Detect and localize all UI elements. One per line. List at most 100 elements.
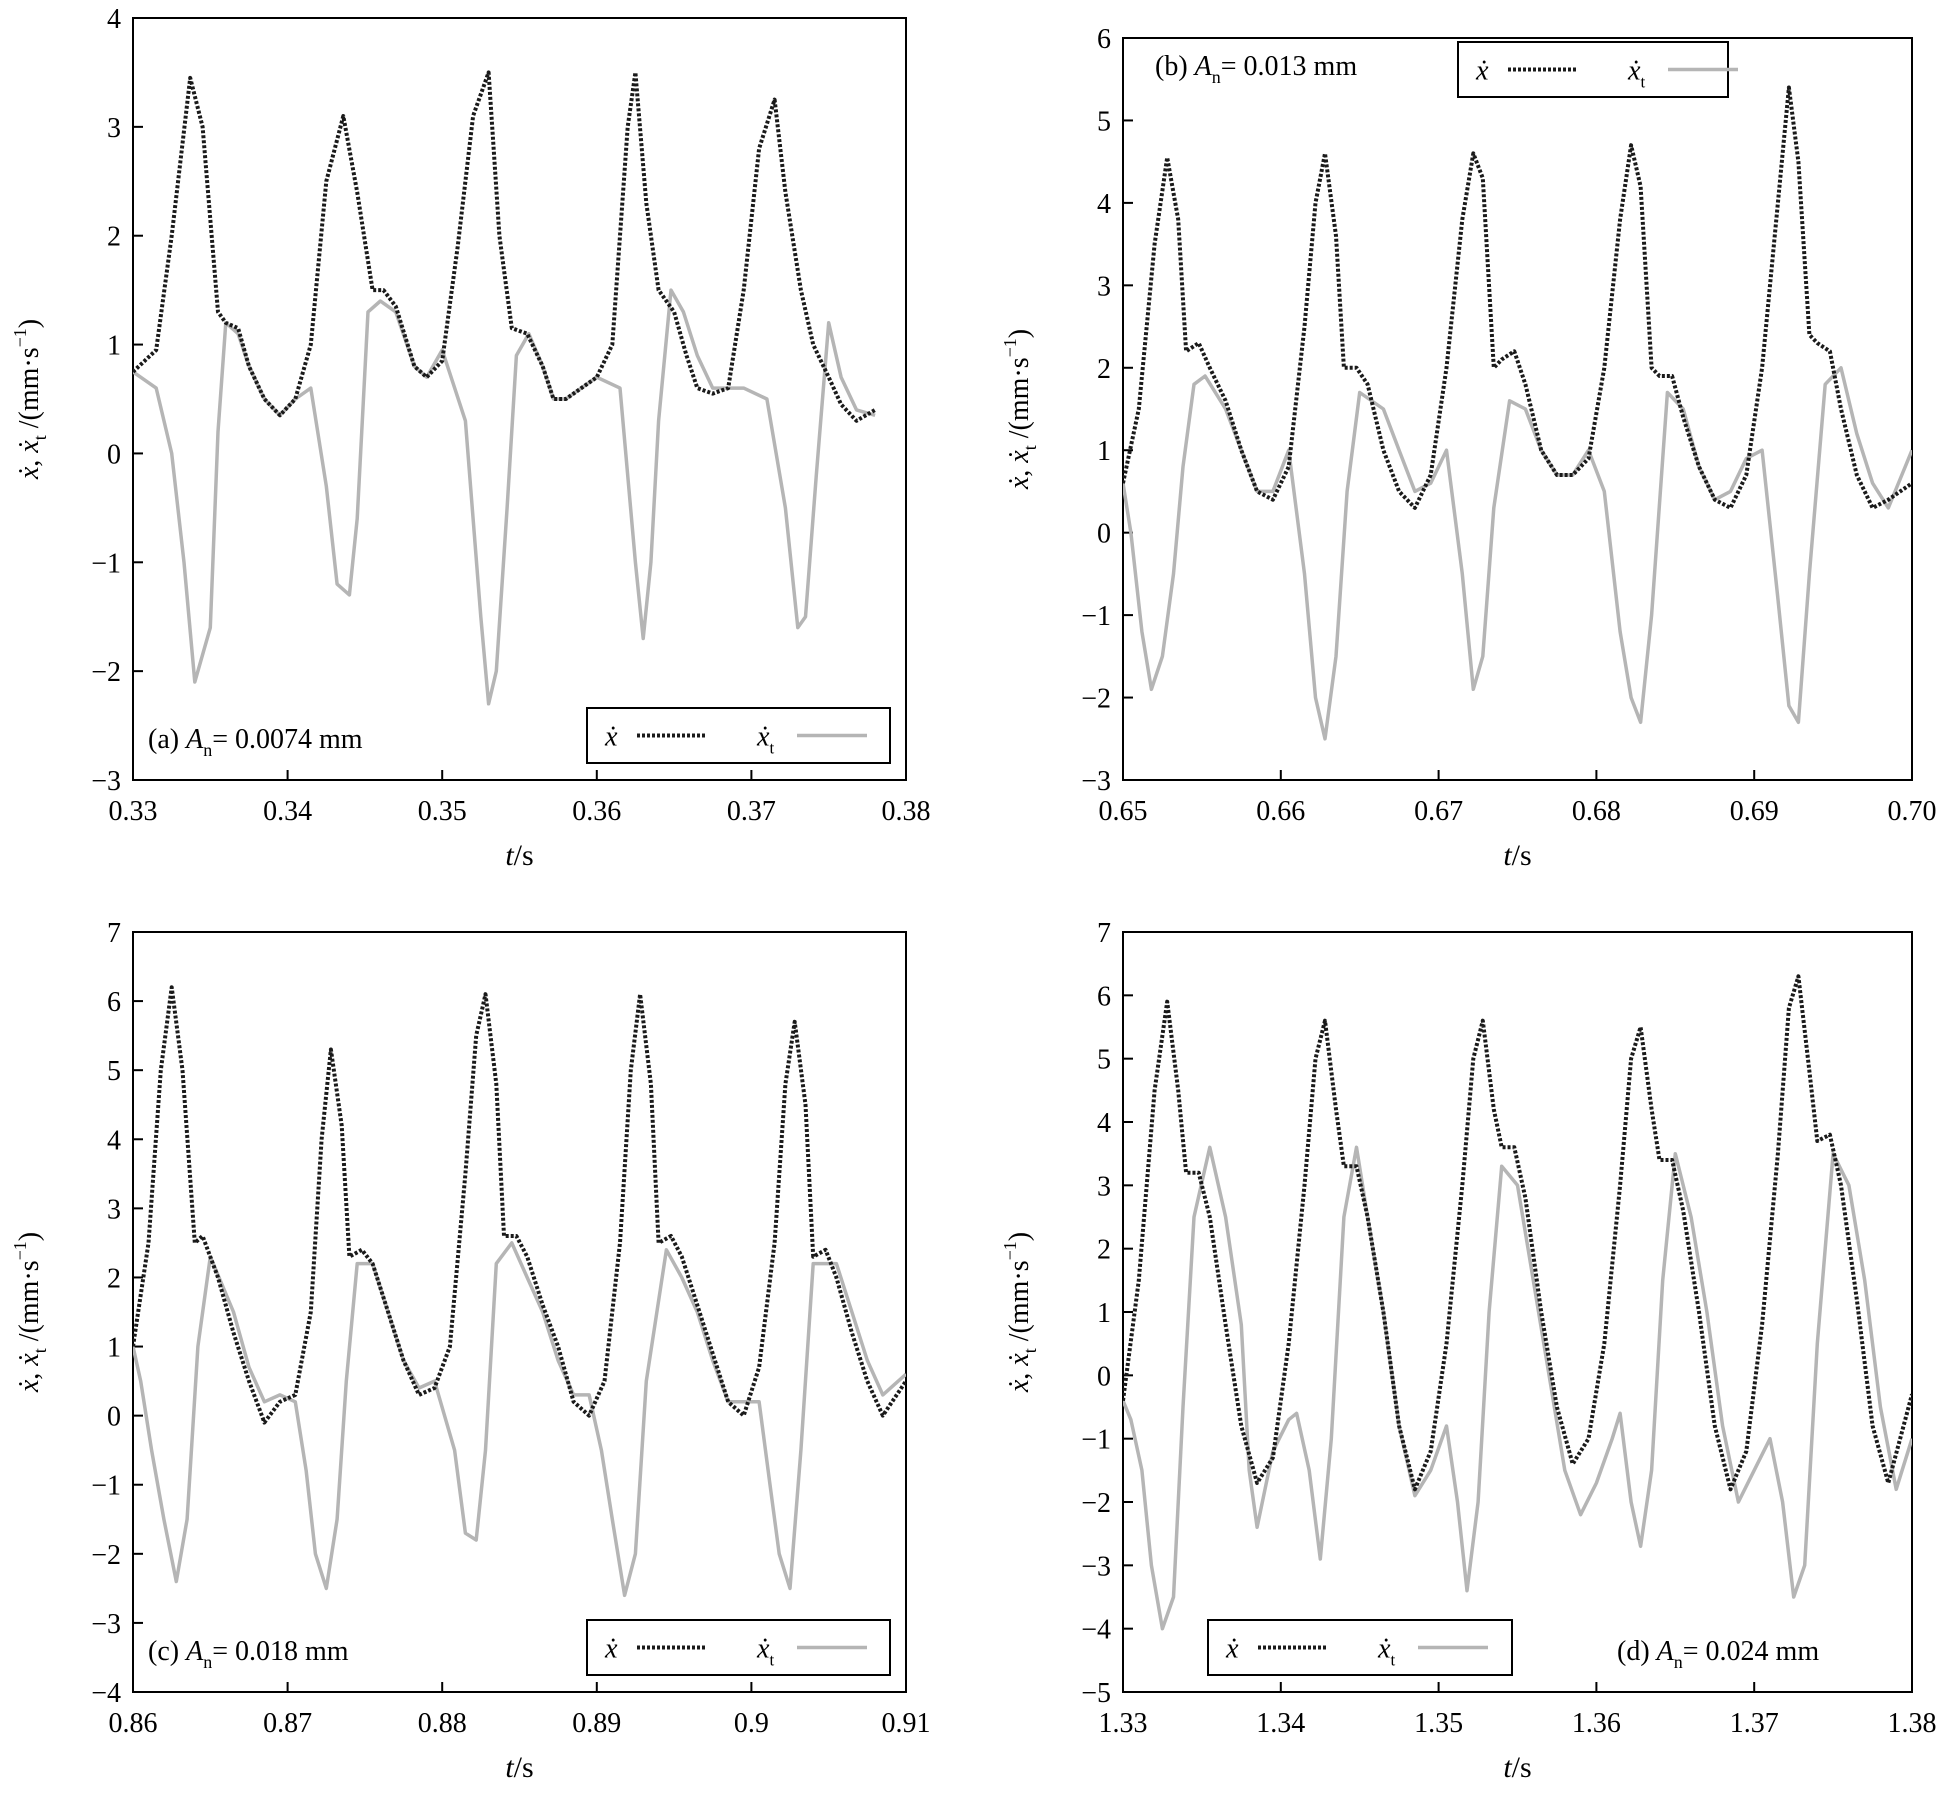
x-tick-label: 0.86 [109, 1708, 158, 1739]
x-tick-label: 0.35 [418, 796, 467, 827]
x-tick-label: 1.37 [1730, 1708, 1779, 1739]
legend-label-xdot: ẋ [1475, 56, 1489, 87]
y-tick-label: 0 [1097, 519, 1111, 550]
x-tick-label: 0.89 [572, 1708, 621, 1739]
legend: ẋ ẋt [586, 1619, 891, 1676]
x-axis-label: t/s [1503, 1751, 1531, 1784]
y-tick-label: 6 [107, 987, 121, 1018]
y-tick-label: 2 [107, 1263, 121, 1294]
y-tick-label: 5 [1097, 106, 1111, 137]
x-tick-label: 0.70 [1888, 796, 1937, 827]
y-tick-label: −2 [91, 1540, 121, 1571]
panel-annotation: (d) An= 0.024 mm [1617, 1636, 1819, 1672]
chart-panel-c: 0.86 0.87 0.88 0.89 0.9 0.91 −4 −3 −2 −1 0 1 2 3 4 5 6 7 t… [10, 918, 931, 1784]
y-tick-label: 2 [1097, 1235, 1111, 1266]
legend-label-xtdot: ẋt [756, 1634, 774, 1670]
y-tick-label: 5 [1097, 1045, 1111, 1076]
x-tick-label: 0.91 [882, 1708, 931, 1739]
y-tick-label: 0 [107, 439, 121, 470]
panel-annotation: (a) An= 0.0074 mm [148, 724, 363, 760]
x-tick-label: 1.33 [1099, 1708, 1148, 1739]
legend-label-xdot: ẋ [1225, 1634, 1239, 1665]
y-tick-label: 7 [107, 918, 121, 949]
legend-label-xdot: ẋ [604, 1634, 618, 1665]
chart-panel-a: 0.33 0.34 0.35 0.36 0.37 0.38 −3 −2 −1 0 1 2 3 4 t/s ẋ,… [10, 4, 931, 872]
y-tick-label: 2 [1097, 354, 1111, 385]
y-axis-label: ẋ, ẋt /(mm·s−1) [1000, 1232, 1040, 1393]
x-tick-label: 0.37 [727, 796, 776, 827]
y-tick-label: −3 [1081, 766, 1111, 797]
x-tick-label: 0.9 [734, 1708, 769, 1739]
legend: ẋ ẋt [1457, 41, 1738, 98]
x-tick-label: 0.87 [263, 1708, 312, 1739]
x-tick-label: 1.34 [1256, 1708, 1305, 1739]
y-tick-label: −5 [1081, 1678, 1111, 1709]
x-tick-label: 1.36 [1572, 1708, 1621, 1739]
legend-frame [1457, 41, 1729, 98]
y-tick-label: 1 [1097, 1298, 1111, 1329]
legend-label-xtdot: ẋt [1627, 56, 1645, 92]
x-axis-label: t/s [1503, 839, 1531, 872]
y-tick-label: −1 [91, 1471, 121, 1502]
panel-annotation: (c) An= 0.018 mm [148, 1636, 349, 1672]
x-tick-label: 0.34 [263, 796, 312, 827]
y-tick-label: −2 [91, 657, 121, 688]
y-tick-label: 1 [107, 1333, 121, 1364]
x-axis-label: t/s [505, 839, 533, 872]
x-tick-label: 0.67 [1414, 796, 1463, 827]
x-tick-label: 0.33 [109, 796, 158, 827]
y-tick-label: 1 [107, 331, 121, 362]
y-tick-label: 5 [107, 1056, 121, 1087]
y-tick-label: −4 [1081, 1615, 1111, 1646]
y-tick-label: −1 [91, 548, 121, 579]
y-tick-label: 1 [1097, 436, 1111, 467]
y-tick-label: −3 [91, 766, 121, 797]
y-axis-label: ẋ, ẋt /(mm·s−1) [1000, 329, 1040, 490]
x-tick-label: 0.68 [1572, 796, 1621, 827]
series-line-xtdot [133, 1241, 906, 1598]
x-tick-label: 0.69 [1730, 796, 1779, 827]
series-line-xtdot [1123, 1145, 1912, 1631]
x-axis-label: t/s [505, 1751, 533, 1784]
legend: ẋ ẋt [586, 707, 891, 764]
chart-panel-b: 0.65 0.66 0.67 0.68 0.69 0.70 −3 −2 −1 0 1 2 3 4 5 6 t/s… [1000, 24, 1937, 872]
y-tick-label: 4 [1097, 189, 1111, 220]
x-tick-label: 0.65 [1099, 796, 1148, 827]
y-tick-label: 4 [107, 4, 121, 35]
plot-frame [132, 931, 907, 1693]
plot-frame [1122, 931, 1913, 1693]
legend-label-xtdot: ẋt [756, 722, 774, 758]
series-line-xtdot [1123, 366, 1912, 741]
series-line-xtdot [133, 288, 876, 706]
series-line-xdot [1123, 85, 1912, 510]
legend-label-xdot: ẋ [604, 722, 618, 753]
y-tick-label: −2 [1081, 684, 1111, 715]
legend-label-xtdot: ẋt [1377, 1634, 1395, 1670]
y-tick-label: 3 [1097, 271, 1111, 302]
legend: ẋ ẋt [1207, 1619, 1513, 1676]
y-tick-label: −1 [1081, 601, 1111, 632]
y-tick-label: −3 [91, 1609, 121, 1640]
y-tick-label: 3 [107, 113, 121, 144]
series-line-xdot [133, 985, 906, 1425]
y-tick-label: −2 [1081, 1488, 1111, 1519]
y-axis-label: ẋ, ẋt /(mm·s−1) [10, 319, 50, 480]
x-tick-label: 1.38 [1888, 1708, 1937, 1739]
y-tick-label: 6 [1097, 981, 1111, 1012]
x-tick-label: 0.38 [882, 796, 931, 827]
series-line-xdot [1123, 974, 1912, 1492]
panel-annotation: (b) An= 0.013 mm [1155, 51, 1357, 87]
series-line-xdot [133, 70, 877, 423]
x-tick-label: 1.35 [1414, 1708, 1463, 1739]
x-tick-label: 0.66 [1256, 796, 1305, 827]
y-tick-label: −4 [91, 1678, 121, 1709]
y-tick-label: −1 [1081, 1425, 1111, 1456]
y-tick-label: 0 [1097, 1361, 1111, 1392]
chart-panel-d: 1.33 1.34 1.35 1.36 1.37 1.38 −5 −4 −3 −2 −1 0 1 2 3 4 5… [1000, 918, 1937, 1784]
y-tick-label: −3 [1081, 1551, 1111, 1582]
x-tick-label: 0.36 [572, 796, 621, 827]
y-tick-label: 4 [107, 1125, 121, 1156]
plot-frame [1122, 37, 1913, 781]
y-tick-label: 6 [1097, 24, 1111, 55]
